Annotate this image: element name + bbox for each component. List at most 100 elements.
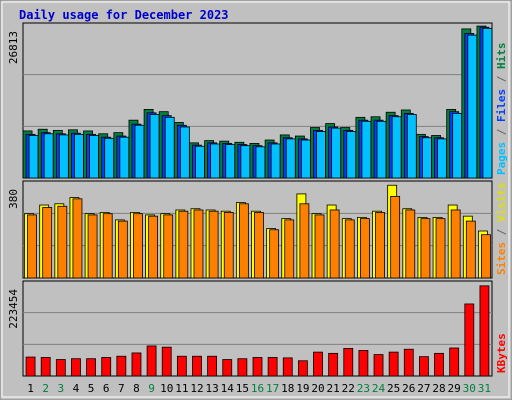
bar-pages-day-29 bbox=[452, 112, 463, 179]
legend-entry: Files bbox=[495, 89, 508, 122]
day-label-5: 5 bbox=[88, 382, 95, 395]
bar-kbytes-day-30 bbox=[464, 303, 475, 377]
day-label-16: 16 bbox=[251, 382, 264, 395]
bar-sites-day-10 bbox=[163, 214, 174, 279]
bar-pages-day-19 bbox=[300, 139, 311, 179]
day-label-7: 7 bbox=[118, 382, 125, 395]
bar-kbytes-day-9 bbox=[146, 345, 157, 377]
right-legend-3: KBytes bbox=[495, 333, 508, 373]
bar-kbytes-day-12 bbox=[192, 355, 202, 377]
bar-pages-day-23 bbox=[361, 120, 372, 179]
legend-entry: KBytes bbox=[495, 333, 508, 373]
bar-kbytes-day-26 bbox=[403, 348, 414, 377]
day-label-30: 30 bbox=[463, 382, 476, 395]
bar-kbytes-day-3 bbox=[55, 359, 66, 377]
legend-entry: Sites bbox=[495, 242, 508, 275]
bar-kbytes-day-6 bbox=[101, 357, 112, 377]
bar-pages-day-12 bbox=[195, 145, 205, 179]
bar-sites-day-22 bbox=[344, 219, 355, 279]
bar-sites-day-27 bbox=[420, 218, 431, 279]
bar-pages-day-26 bbox=[406, 114, 417, 179]
bar-sites-day-30 bbox=[465, 220, 476, 279]
day-label-27: 27 bbox=[417, 382, 430, 395]
day-label-8: 8 bbox=[133, 382, 140, 395]
bar-sites-day-29 bbox=[450, 209, 461, 279]
bar-pages-day-13 bbox=[210, 143, 221, 179]
bar-sites-day-5 bbox=[87, 214, 98, 279]
bar-sites-day-1 bbox=[27, 214, 37, 279]
bar-kbytes-day-23 bbox=[358, 350, 369, 377]
bar-kbytes-day-18 bbox=[282, 357, 293, 377]
bar-kbytes-day-1 bbox=[25, 356, 36, 377]
bar-pages-day-15 bbox=[240, 145, 251, 179]
bar-pages-day-30 bbox=[467, 34, 478, 179]
bar-kbytes-day-16 bbox=[252, 357, 263, 377]
day-label-2: 2 bbox=[42, 382, 49, 395]
bar-sites-day-25 bbox=[390, 195, 401, 279]
bar-pages-day-2 bbox=[43, 133, 54, 179]
bar-kbytes-day-2 bbox=[40, 357, 51, 377]
panel-1: 26813 Pages / Files / Hits bbox=[7, 22, 508, 179]
day-label-17: 17 bbox=[266, 382, 279, 395]
bar-kbytes-day-4 bbox=[71, 358, 81, 377]
legend-entry: / bbox=[495, 69, 508, 89]
day-label-14: 14 bbox=[221, 382, 235, 395]
bar-pages-day-6 bbox=[104, 137, 115, 179]
bar-kbytes-day-25 bbox=[388, 351, 399, 377]
day-label-22: 22 bbox=[342, 382, 355, 395]
bar-kbytes-day-22 bbox=[343, 348, 354, 377]
bar-kbytes-day-24 bbox=[373, 354, 384, 377]
day-label-19: 19 bbox=[296, 382, 309, 395]
legend-entry: / bbox=[495, 122, 508, 142]
bar-kbytes-day-27 bbox=[419, 356, 429, 377]
bar-pages-day-28 bbox=[437, 138, 447, 179]
right-legend-1: Pages / Files / Hits bbox=[495, 43, 508, 176]
day-label-4: 4 bbox=[73, 382, 80, 395]
day-label-24: 24 bbox=[372, 382, 386, 395]
day-label-13: 13 bbox=[205, 382, 218, 395]
panel-2: 380 Sites / Visits bbox=[7, 180, 508, 279]
bar-kbytes-day-19 bbox=[297, 360, 308, 377]
bar-pages-day-16 bbox=[255, 146, 266, 179]
right-legend-2: Sites / Visits bbox=[495, 182, 508, 275]
chart-title: Daily usage for December 2023 bbox=[19, 8, 229, 22]
bar-sites-day-7 bbox=[117, 220, 128, 279]
bar-sites-day-21 bbox=[329, 209, 340, 279]
day-label-28: 28 bbox=[432, 382, 445, 395]
bar-sites-day-13 bbox=[208, 210, 219, 279]
bar-sites-day-3 bbox=[57, 205, 68, 279]
day-label-12: 12 bbox=[190, 382, 203, 395]
bar-sites-day-26 bbox=[405, 209, 416, 279]
bar-pages-day-18 bbox=[285, 138, 296, 179]
bar-sites-day-9 bbox=[148, 215, 158, 279]
day-axis: 1 2 3 4 5 6 7 8 9 10 11 12 13 14 15 16 17 18 19 20 21 22 23 24 2… bbox=[27, 382, 491, 395]
bar-sites-day-14 bbox=[223, 212, 234, 279]
day-label-23: 23 bbox=[357, 382, 370, 395]
bar-pages-day-27 bbox=[422, 137, 432, 179]
bar-pages-day-5 bbox=[89, 135, 99, 179]
bar-pages-day-17 bbox=[270, 143, 281, 179]
bar-pages-day-3 bbox=[58, 134, 69, 179]
bar-kbytes-day-17 bbox=[267, 357, 278, 377]
bar-kbytes-day-10 bbox=[161, 346, 172, 377]
bar-kbytes-day-15 bbox=[237, 358, 248, 377]
day-label-9: 9 bbox=[148, 382, 155, 395]
legend-entry: / bbox=[495, 222, 508, 242]
bar-kbytes-day-5 bbox=[86, 358, 96, 377]
bar-pages-day-21 bbox=[331, 127, 342, 179]
panel-3: 223454 KBytes bbox=[7, 280, 508, 377]
bar-pages-day-31 bbox=[482, 27, 493, 179]
y-max-label: 380 bbox=[7, 189, 20, 209]
bar-sites-day-17 bbox=[269, 229, 280, 279]
bar-sites-day-12 bbox=[193, 209, 204, 279]
bar-pages-day-8 bbox=[134, 124, 145, 179]
legend-entry: Pages bbox=[495, 142, 508, 175]
bar-pages-day-10 bbox=[164, 116, 175, 179]
bar-sites-day-28 bbox=[435, 218, 446, 279]
bar-sites-day-2 bbox=[42, 207, 53, 279]
day-label-10: 10 bbox=[160, 382, 173, 395]
bar-sites-day-19 bbox=[299, 203, 310, 279]
bar-pages-day-4 bbox=[74, 133, 84, 179]
